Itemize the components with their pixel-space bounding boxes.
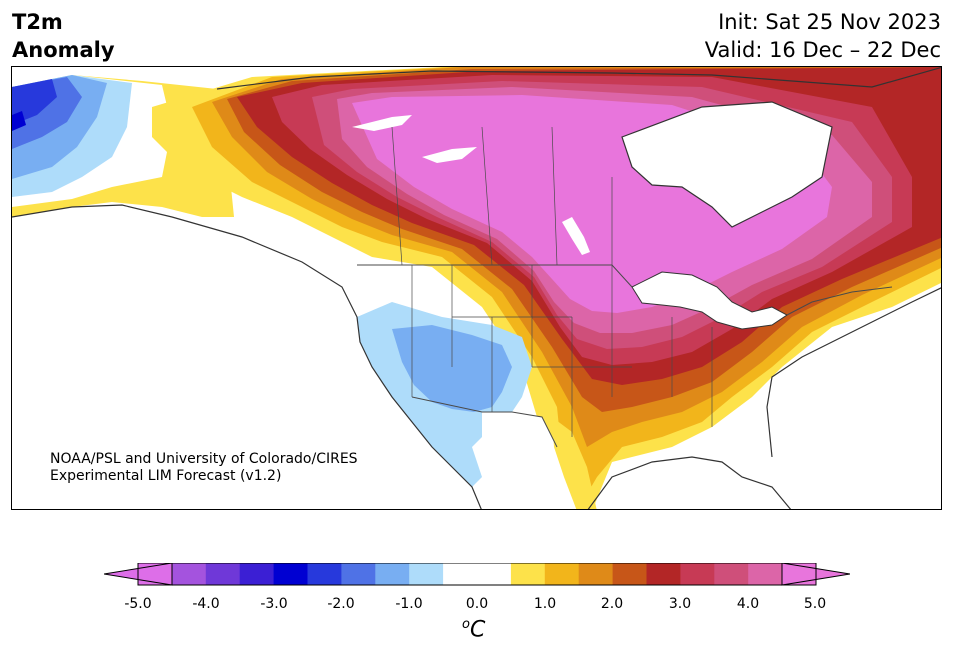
tick-label: 4.0 <box>736 596 760 612</box>
coastline-gulf <box>587 456 792 509</box>
tick-label: -4.0 <box>192 596 220 612</box>
pacific-ocean-west <box>12 205 482 509</box>
valid-dates: Valid: 16 Dec – 22 Dec <box>704 38 941 62</box>
colorbar-segment <box>748 563 783 585</box>
colorbar-frame <box>137 563 817 586</box>
mexico-land <box>482 412 586 509</box>
colorbar-segment <box>680 563 715 585</box>
variable-label: T2m <box>12 10 63 34</box>
lake-winnipeg <box>562 217 590 255</box>
map-title: T2m Anomaly <box>12 8 115 64</box>
coastline-arctic <box>216 67 941 90</box>
colorbar-segment <box>307 563 342 585</box>
variable-sublabel: Anomaly <box>12 38 115 62</box>
colorbar-segment <box>510 563 546 585</box>
alaska-deep-blue-band <box>12 79 57 125</box>
coastline-atlantic <box>766 287 941 458</box>
colorbar-segment <box>714 563 749 585</box>
atlantic-ocean <box>767 287 941 509</box>
unit-letter: C <box>469 617 486 643</box>
colorbar-segment <box>409 563 444 585</box>
colorbar-segment <box>273 563 308 585</box>
colorbar-segment <box>544 563 580 585</box>
colorbar-segment <box>612 563 647 585</box>
mexico-gold-tint <box>552 417 597 509</box>
great-lakes <box>632 272 787 329</box>
tick-label: -3.0 <box>260 596 288 612</box>
colorbar-segment <box>341 563 376 585</box>
lake-athabasca <box>352 115 412 131</box>
tick-label: -2.0 <box>327 596 355 612</box>
colorbar-segment <box>477 563 512 585</box>
tick-label: 0.0 <box>465 596 489 612</box>
anomaly-map: NOAA/PSL and University of Colorado/CIRE… <box>11 66 942 510</box>
tick-label: 3.0 <box>668 596 692 612</box>
colorbar-segment <box>205 563 241 585</box>
colorbar-segment <box>646 563 681 585</box>
colorbar-segment <box>578 563 614 585</box>
colorbar <box>104 563 850 586</box>
great-slave-lake <box>422 147 477 163</box>
colorbar-segment <box>443 563 478 585</box>
internal-boundaries <box>391 126 713 437</box>
coastline-west <box>12 204 482 509</box>
us-mexico-border <box>411 396 558 448</box>
map-canvas <box>12 67 941 509</box>
colorbar-unit: oC <box>462 617 485 642</box>
forecast-dates: Init: Sat 25 Nov 2023 Valid: 16 Dec – 22… <box>705 8 941 64</box>
colorbar-segment <box>375 563 410 585</box>
tick-label: 5.0 <box>803 596 827 612</box>
tick-label: 1.0 <box>533 596 557 612</box>
colorbar-tick-labels: -5.0 -4.0 -3.0 -2.0 -1.0 0.0 1.0 2.0 3.0… <box>0 596 953 616</box>
gulf-of-mexico <box>593 457 809 509</box>
tick-label: -1.0 <box>395 596 423 612</box>
colorbar-segment <box>239 563 275 585</box>
alaska-darkest-band <box>12 111 26 131</box>
great-lakes-outline <box>631 271 788 330</box>
tick-label: -5.0 <box>124 596 152 612</box>
tick-label: 2.0 <box>600 596 624 612</box>
unit-degree-symbol: o <box>462 617 470 632</box>
colorbar-segment <box>171 563 207 585</box>
credit-text: NOAA/PSL and University of Colorado/CIRE… <box>50 451 358 485</box>
southwest-blue <box>392 325 512 412</box>
credit-line-1: NOAA/PSL and University of Colorado/CIRE… <box>50 451 358 467</box>
hudson-bay <box>622 102 832 227</box>
colorbar-segments <box>138 563 817 585</box>
credit-line-2: Experimental LIM Forecast (v1.2) <box>50 468 282 484</box>
init-date: Init: Sat 25 Nov 2023 <box>718 10 941 34</box>
coastline-hudson <box>621 101 833 228</box>
